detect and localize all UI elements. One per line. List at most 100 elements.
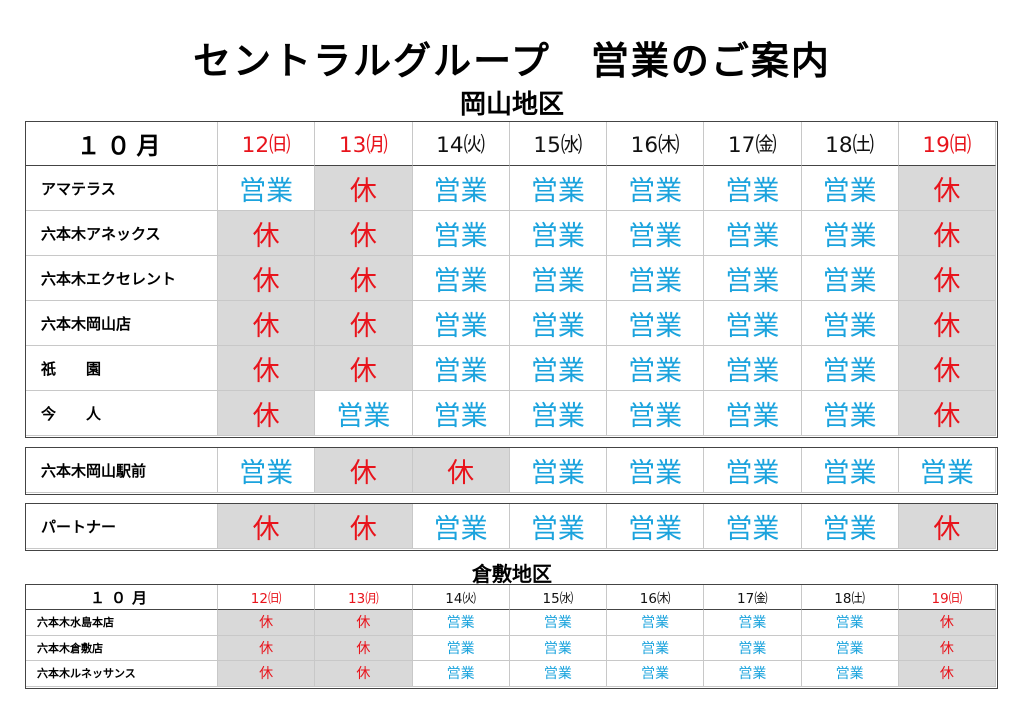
status-cell: 営業 <box>704 301 802 346</box>
status-cell: 営業 <box>412 166 510 211</box>
status-cell: 営業 <box>704 661 802 687</box>
status-cell: 休 <box>315 661 413 687</box>
status-cell: 休 <box>218 301 316 346</box>
status-cell: 営業 <box>801 346 899 391</box>
store-name: 六本木アネックス <box>26 211 218 256</box>
date-header: 18㈯ <box>801 122 899 166</box>
status-cell: 営業 <box>412 391 510 436</box>
store-name: アマテラス <box>26 166 218 211</box>
date-header: 13㈪ <box>315 122 413 166</box>
status-cell: 営業 <box>607 391 705 436</box>
schedule-table: １０月 12㈰ 13㈪ 14㈫ 15㈬ 16㈭ 17㈮ 18㈯ 19㈰ 六本木水島本店休休営業 営業… <box>25 584 998 689</box>
status-cell: 営業 <box>509 391 607 436</box>
month-header: １０月 <box>26 585 218 610</box>
store-name: 今 人 <box>26 391 218 436</box>
status-cell: 営業 <box>704 211 802 256</box>
store-name: 六本木エクセレント <box>26 256 218 301</box>
status-cell: 営業 <box>704 504 802 549</box>
store-name: 六本木岡山店 <box>26 301 218 346</box>
status-cell: 休 <box>412 448 510 493</box>
status-cell: 営業 <box>412 346 510 391</box>
status-cell: 営業 <box>801 256 899 301</box>
status-cell: 休 <box>315 166 413 211</box>
status-cell: 営業 <box>607 346 705 391</box>
status-cell: 営業 <box>704 635 802 661</box>
status-cell: 営業 <box>509 211 607 256</box>
schedule-table: １０月 12㈰ 13㈪ 14㈫ 15㈬ 16㈭ 17㈮ 18㈯ 19㈰ アマテラス 営業休営業 営業営… <box>25 121 998 438</box>
date-header: 15㈬ <box>509 585 607 610</box>
status-cell: 営業 <box>509 610 607 636</box>
store-name: 六本木岡山駅前 <box>26 448 218 493</box>
status-cell: 休 <box>218 211 316 256</box>
status-cell: 休 <box>315 346 413 391</box>
status-cell: 休 <box>218 256 316 301</box>
status-cell: 休 <box>898 346 996 391</box>
status-cell: 営業 <box>704 610 802 636</box>
status-cell: 営業 <box>412 661 510 687</box>
status-cell: 営業 <box>315 391 413 436</box>
schedule-table: 六本木岡山駅前 営業休休営業 営業 営業 営業 営業 <box>25 447 998 495</box>
status-cell: 休 <box>218 346 316 391</box>
date-header: 16㈭ <box>607 585 705 610</box>
status-cell: 営業 <box>607 301 705 346</box>
status-cell: 休 <box>218 661 316 687</box>
date-header: 14㈫ <box>412 122 510 166</box>
status-cell: 営業 <box>704 346 802 391</box>
status-cell: 営業 <box>801 661 899 687</box>
region-title: 倉敷地区 <box>472 562 552 586</box>
status-cell: 営業 <box>607 256 705 301</box>
page-title: セントラルグループ 営業のご案内 <box>193 38 831 83</box>
status-cell: 営業 <box>509 256 607 301</box>
store-name: パートナー <box>26 504 218 549</box>
status-cell: 休 <box>218 635 316 661</box>
status-cell: 営業 <box>509 504 607 549</box>
status-cell: 休 <box>898 661 996 687</box>
status-cell: 休 <box>898 504 996 549</box>
status-cell: 営業 <box>607 635 705 661</box>
status-cell: 休 <box>898 610 996 636</box>
date-header: 19㈰ <box>898 585 996 610</box>
status-cell: 休 <box>898 391 996 436</box>
status-cell: 営業 <box>607 661 705 687</box>
status-cell: 営業 <box>412 635 510 661</box>
status-cell: 営業 <box>607 448 705 493</box>
date-header: 17㈮ <box>704 122 802 166</box>
status-cell: 休 <box>315 448 413 493</box>
status-cell: 休 <box>218 504 316 549</box>
status-cell: 営業 <box>898 448 996 493</box>
status-cell: 営業 <box>412 610 510 636</box>
store-name: 六本木倉敷店 <box>26 635 218 661</box>
status-cell: 休 <box>898 301 996 346</box>
status-cell: 休 <box>315 504 413 549</box>
status-cell: 営業 <box>704 256 802 301</box>
status-cell: 休 <box>898 211 996 256</box>
date-header: 18㈯ <box>801 585 899 610</box>
status-cell: 営業 <box>509 448 607 493</box>
status-cell: 営業 <box>801 166 899 211</box>
date-header: 14㈫ <box>412 585 510 610</box>
date-header: 13㈪ <box>315 585 413 610</box>
status-cell: 休 <box>898 635 996 661</box>
status-cell: 休 <box>218 391 316 436</box>
status-cell: 営業 <box>509 661 607 687</box>
status-cell: 営業 <box>412 256 510 301</box>
status-cell: 営業 <box>607 211 705 256</box>
schedule-table: パートナー休休営業 営業 営業 営業 営業休 <box>25 503 998 551</box>
status-cell: 営業 <box>704 448 802 493</box>
store-name: 六本木ルネッサンス <box>26 661 218 687</box>
status-cell: 営業 <box>509 301 607 346</box>
status-cell: 営業 <box>801 301 899 346</box>
status-cell: 営業 <box>218 166 316 211</box>
status-cell: 営業 <box>509 166 607 211</box>
status-cell: 休 <box>315 610 413 636</box>
date-header: 16㈭ <box>607 122 705 166</box>
status-cell: 営業 <box>509 346 607 391</box>
date-header: 15㈬ <box>509 122 607 166</box>
store-name: 祇 園 <box>26 346 218 391</box>
status-cell: 休 <box>898 256 996 301</box>
date-header: 19㈰ <box>898 122 996 166</box>
status-cell: 営業 <box>801 211 899 256</box>
status-cell: 営業 <box>412 211 510 256</box>
status-cell: 休 <box>315 211 413 256</box>
